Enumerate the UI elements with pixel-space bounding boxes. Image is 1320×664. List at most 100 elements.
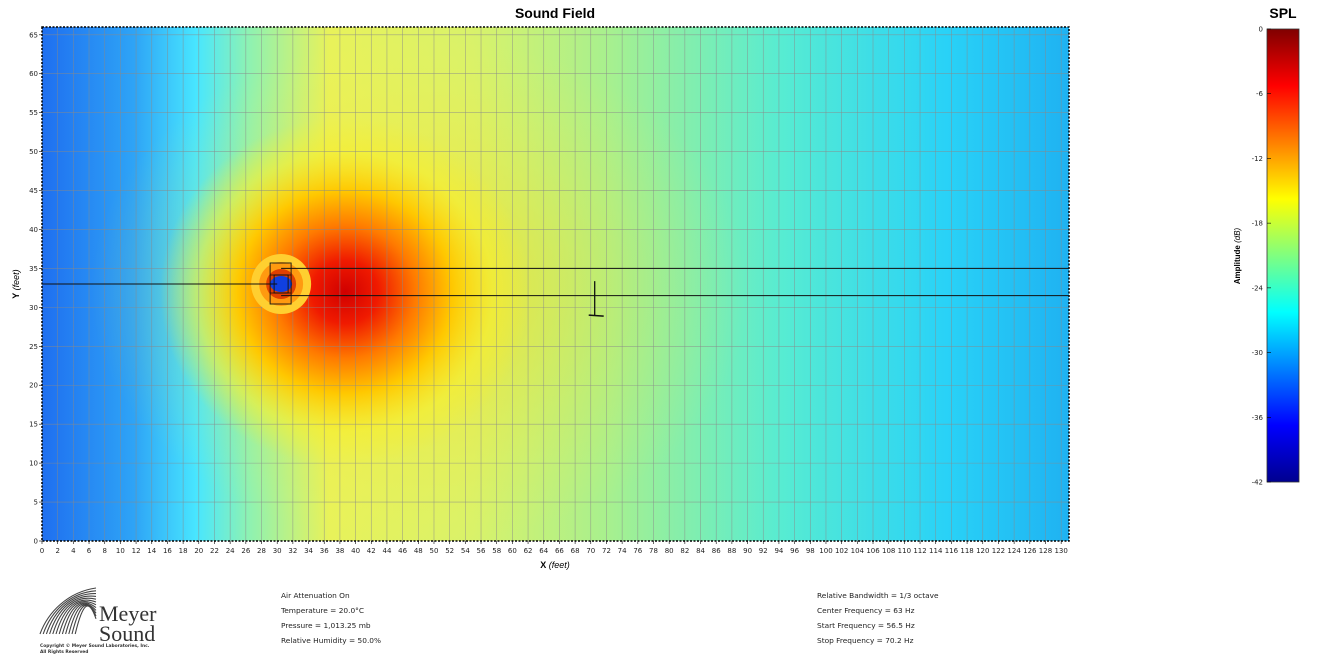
x-tick-label: 106 bbox=[866, 547, 880, 555]
x-tick-label: 66 bbox=[555, 547, 564, 555]
logo-wave-line bbox=[55, 599, 97, 635]
logo-wave-line bbox=[58, 601, 97, 635]
x-tick-label: 70 bbox=[586, 547, 595, 555]
x-tick-label: 90 bbox=[743, 547, 752, 555]
x-tick-label: 102 bbox=[835, 547, 848, 555]
y-tick-label: 40 bbox=[29, 226, 38, 234]
y-tick-label: 15 bbox=[29, 421, 38, 429]
pressure-text: Pressure = 1,013.25 mb bbox=[281, 621, 371, 630]
x-tick-label: 2 bbox=[55, 547, 59, 555]
atmosphere-info: Air Attenuation On Temperature = 20.0°C … bbox=[281, 588, 381, 648]
x-tick-label: 92 bbox=[759, 547, 768, 555]
x-tick-label: 64 bbox=[539, 547, 548, 555]
colorbar-label: Amplitude bbox=[1233, 245, 1242, 285]
logo-wave-line bbox=[65, 603, 97, 635]
x-tick-label: 110 bbox=[898, 547, 911, 555]
x-tick-label: 108 bbox=[882, 547, 895, 555]
x-tick-label: 60 bbox=[508, 547, 517, 555]
x-axis-title: X (feet) bbox=[540, 560, 570, 570]
y-tick-label: 50 bbox=[29, 148, 38, 156]
y-tick-label: 60 bbox=[29, 70, 38, 78]
speaker-overlays bbox=[42, 262, 1069, 317]
y-axis-ticks: 0 5 10 15 20 25 30 35 40 45 50 55 60 65 bbox=[29, 31, 42, 546]
colorbar-tick-label: 0 bbox=[1259, 26, 1263, 34]
y-tick-label: 5 bbox=[34, 499, 38, 507]
y-tick-label: 25 bbox=[29, 343, 38, 351]
meyer-sound-logo: Meyer Sound Copyright © Meyer Sound Labo… bbox=[38, 584, 168, 664]
speaker-outline bbox=[269, 262, 292, 305]
y-tick-label: 45 bbox=[29, 187, 38, 195]
x-tick-label: 6 bbox=[87, 547, 92, 555]
x-tick-label: 114 bbox=[929, 547, 943, 555]
x-tick-label: 22 bbox=[210, 547, 219, 555]
x-tick-label: 48 bbox=[414, 547, 423, 555]
x-tick-label: 84 bbox=[696, 547, 705, 555]
x-tick-label: 10 bbox=[116, 547, 125, 555]
logo-copyright: Copyright © Meyer Sound Laboratories, In… bbox=[40, 644, 150, 649]
y-tick-label: 20 bbox=[29, 382, 38, 390]
sound-field-plot bbox=[42, 27, 1069, 541]
listener-mic-base bbox=[588, 314, 604, 317]
x-tick-label: 124 bbox=[1007, 547, 1021, 555]
x-tick-label: 78 bbox=[649, 547, 658, 555]
x-tick-label: 50 bbox=[430, 547, 439, 555]
x-tick-label: 46 bbox=[398, 547, 407, 555]
colorbar-tick-label: -12 bbox=[1252, 155, 1263, 163]
logo-word-sound: Sound bbox=[99, 621, 156, 646]
logo-wave-line bbox=[49, 595, 97, 635]
x-tick-label: 34 bbox=[304, 547, 313, 555]
x-tick-label: 32 bbox=[288, 547, 297, 555]
colorbar-tick-label: -24 bbox=[1252, 284, 1264, 292]
y-tick-label: 65 bbox=[29, 31, 38, 39]
x-tick-label: 118 bbox=[960, 547, 973, 555]
x-tick-label: 76 bbox=[633, 547, 642, 555]
logo-wave-line bbox=[52, 597, 97, 635]
x-axis-unit: (feet) bbox=[549, 560, 570, 570]
x-tick-label: 0 bbox=[40, 547, 44, 555]
x-axis-label: X bbox=[540, 560, 546, 570]
stop-frequency-text: Stop Frequency = 70.2 Hz bbox=[817, 636, 914, 645]
near-field-null bbox=[270, 276, 293, 292]
logo-wave-mark bbox=[39, 587, 97, 635]
x-tick-label: 56 bbox=[477, 547, 486, 555]
colorbar-tick-label: -42 bbox=[1252, 479, 1263, 487]
y-axis-label: Y bbox=[11, 293, 21, 299]
logo-word-meyer: Meyer bbox=[99, 601, 157, 626]
x-tick-label: 74 bbox=[618, 547, 627, 555]
frequency-info: Relative Bandwidth = 1/3 octave Center F… bbox=[817, 588, 939, 648]
x-tick-label: 72 bbox=[602, 547, 611, 555]
y-tick-label: 35 bbox=[29, 265, 38, 273]
y-axis-title: Y (feet) bbox=[11, 269, 21, 298]
center-frequency-text: Center Frequency = 63 Hz bbox=[817, 606, 915, 615]
x-tick-label: 24 bbox=[226, 547, 235, 555]
x-tick-label: 28 bbox=[257, 547, 266, 555]
x-tick-label: 30 bbox=[273, 547, 282, 555]
y-axis-unit: (feet) bbox=[11, 269, 21, 290]
x-tick-label: 96 bbox=[790, 547, 799, 555]
colorbar bbox=[1266, 28, 1300, 483]
x-tick-label: 38 bbox=[335, 547, 344, 555]
humidity-text: Relative Humidity = 50.0% bbox=[281, 636, 382, 645]
x-tick-label: 44 bbox=[382, 547, 391, 555]
start-frequency-text: Start Frequency = 56.5 Hz bbox=[817, 621, 915, 630]
temperature-text: Temperature = 20.0°C bbox=[281, 606, 365, 615]
x-tick-label: 58 bbox=[492, 547, 501, 555]
colorbar-unit: (dB) bbox=[1233, 227, 1242, 242]
x-tick-label: 122 bbox=[992, 547, 1005, 555]
x-tick-label: 98 bbox=[806, 547, 815, 555]
bandwidth-text: Relative Bandwidth = 1/3 octave bbox=[817, 591, 939, 600]
x-tick-label: 8 bbox=[102, 547, 106, 555]
logo-wave-line bbox=[45, 593, 97, 635]
field-hot-spot bbox=[160, 117, 530, 467]
x-tick-label: 100 bbox=[819, 547, 832, 555]
colorbar-tick-label: -6 bbox=[1256, 90, 1264, 98]
x-tick-label: 116 bbox=[945, 547, 959, 555]
logo-wave-line bbox=[68, 604, 97, 635]
logo-wave-line bbox=[39, 587, 97, 635]
y-tick-label: 10 bbox=[29, 460, 38, 468]
x-tick-label: 52 bbox=[445, 547, 454, 555]
x-axis-ticks: 0 2 4 6 8 10 12 14 16 18 20 22 24 26 28 30 32 34 36 38 40 42 4… bbox=[40, 541, 1068, 555]
y-tick-label: 55 bbox=[29, 109, 38, 117]
x-tick-label: 36 bbox=[320, 547, 329, 555]
x-tick-label: 62 bbox=[524, 547, 533, 555]
